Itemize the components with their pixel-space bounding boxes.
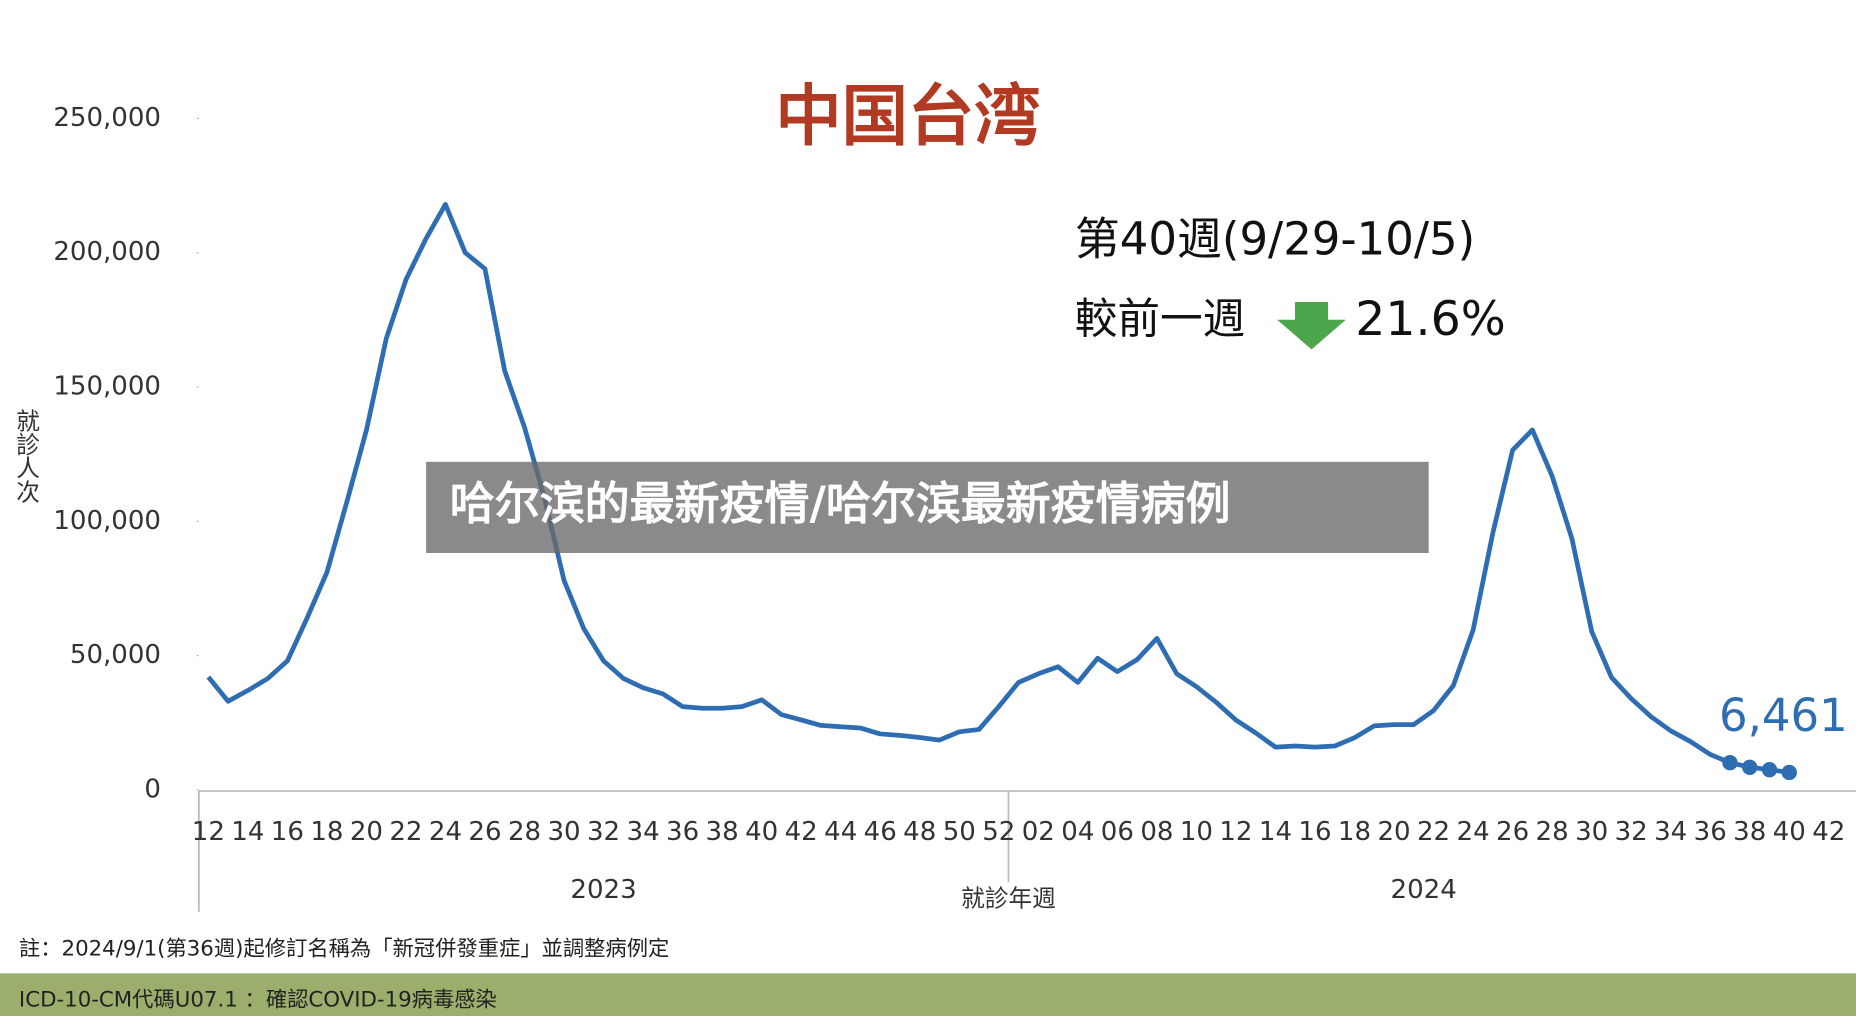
y-tick-label: 250,000 bbox=[53, 103, 161, 133]
annotation: 21.6% bbox=[1355, 292, 1505, 347]
x-tick-label: 04 bbox=[1061, 817, 1094, 847]
x-tick-label: 48 bbox=[903, 817, 936, 847]
footnote: 註：2024/9/1(第36週)起修訂名稱為「新冠併發重症」並調整病例定 bbox=[19, 937, 669, 962]
x-tick-label: 06 bbox=[1101, 817, 1134, 847]
x-tick-label: 34 bbox=[627, 817, 660, 847]
y-tick-label: 0 bbox=[144, 774, 161, 804]
x-tick-label: 14 bbox=[1259, 817, 1292, 847]
x-tick-label: 30 bbox=[547, 817, 580, 847]
y-tick-label: 50,000 bbox=[70, 640, 161, 670]
x-tick-label: 26 bbox=[1496, 817, 1529, 847]
x-tick-label: 50 bbox=[943, 817, 976, 847]
x-tick-label: 24 bbox=[429, 817, 462, 847]
x-tick-label: 42 bbox=[785, 817, 818, 847]
point bbox=[1781, 764, 1797, 781]
x-tick-label: 52 bbox=[982, 817, 1015, 847]
x-tick-label: 24 bbox=[1457, 817, 1490, 847]
overlay-title: 哈尔滨的最新疫情/哈尔滨最新疫情病例 bbox=[450, 477, 1231, 530]
annotation: 第40週(9/29-10/5) bbox=[1075, 213, 1475, 266]
x-tick-label: 30 bbox=[1575, 817, 1608, 847]
x-tick-label: 32 bbox=[1615, 817, 1648, 847]
x-tick-label: 16 bbox=[271, 817, 304, 847]
y-axis-label: 就診人次 bbox=[12, 408, 40, 503]
x-tick-label: 20 bbox=[350, 817, 383, 847]
y-tick-label: 100,000 bbox=[53, 506, 161, 536]
group-label: 2024 bbox=[1391, 875, 1457, 905]
x-tick-label: 02 bbox=[1022, 817, 1055, 847]
x-tick-label: 40 bbox=[745, 817, 778, 847]
chart-title: 中国台湾 bbox=[775, 77, 1040, 155]
x-tick-label: 16 bbox=[1298, 817, 1331, 847]
x-tick-label: 12 bbox=[192, 817, 225, 847]
x-tick-label: 18 bbox=[1338, 817, 1371, 847]
x-tick-label: 10 bbox=[1180, 817, 1213, 847]
footnote: ICD-10-CM代碼U07.1 ：確認COVID-19病毒感染 bbox=[19, 988, 497, 1013]
x-tick-label: 08 bbox=[1140, 817, 1173, 847]
group-label: 2023 bbox=[570, 875, 636, 905]
point bbox=[1742, 759, 1758, 775]
x-tick-label: 38 bbox=[706, 817, 739, 847]
x-tick-label: 44 bbox=[824, 817, 857, 847]
annotation: 較前一週 bbox=[1075, 295, 1245, 345]
down-arrow bbox=[1277, 301, 1346, 350]
x-tick-label: 14 bbox=[231, 817, 264, 847]
point bbox=[1722, 755, 1738, 771]
x-axis-label: 就診年週 bbox=[961, 884, 1056, 912]
x-tick-label: 18 bbox=[310, 817, 343, 847]
line bbox=[206, 202, 1790, 775]
x-tick-label: 28 bbox=[508, 817, 541, 847]
x-tick-label: 22 bbox=[389, 817, 422, 847]
x-tick-label: 28 bbox=[1536, 817, 1569, 847]
footer-band bbox=[0, 973, 1856, 1016]
x-tick-label: 32 bbox=[587, 817, 620, 847]
value-label: 6,461 bbox=[1719, 689, 1848, 742]
x-tick-label: 46 bbox=[864, 817, 897, 847]
y-tick-label: 150,000 bbox=[53, 371, 161, 401]
x-tick-label: 38 bbox=[1733, 817, 1766, 847]
overlay-banner bbox=[426, 461, 1429, 553]
x-tick-label: 12 bbox=[1219, 817, 1252, 847]
x-tick-label: 36 bbox=[666, 817, 699, 847]
x-tick-label: 40 bbox=[1773, 817, 1806, 847]
x-tick-label: 20 bbox=[1377, 817, 1410, 847]
x-tick-label: 34 bbox=[1654, 817, 1687, 847]
y-tick-label: 200,000 bbox=[53, 237, 161, 267]
point bbox=[1761, 761, 1778, 778]
x-tick-label: 22 bbox=[1417, 817, 1450, 847]
x-tick-label: 36 bbox=[1694, 817, 1727, 847]
x-tick-label: 42 bbox=[1812, 817, 1845, 847]
x-tick-label: 26 bbox=[468, 817, 501, 847]
